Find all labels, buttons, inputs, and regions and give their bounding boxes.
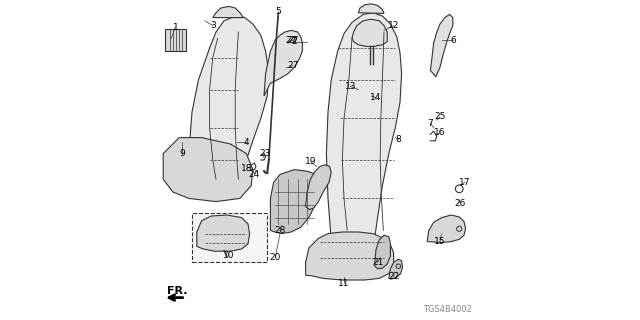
- Text: 18: 18: [241, 164, 253, 172]
- Polygon shape: [270, 170, 320, 234]
- Text: 21: 21: [372, 258, 383, 267]
- Polygon shape: [189, 16, 269, 186]
- Text: 24: 24: [249, 170, 260, 179]
- FancyBboxPatch shape: [192, 213, 268, 262]
- Text: 10: 10: [223, 252, 234, 260]
- Text: 26: 26: [454, 199, 466, 208]
- Text: 11: 11: [339, 279, 349, 288]
- Polygon shape: [430, 14, 453, 77]
- Polygon shape: [388, 259, 403, 279]
- Text: 9: 9: [180, 149, 185, 158]
- Text: 23: 23: [259, 149, 271, 158]
- Text: 16: 16: [435, 128, 445, 137]
- Polygon shape: [212, 6, 243, 18]
- Polygon shape: [358, 4, 384, 13]
- Polygon shape: [374, 235, 390, 269]
- Polygon shape: [306, 165, 332, 210]
- Text: 8: 8: [396, 135, 401, 144]
- Text: 22: 22: [388, 272, 399, 281]
- Text: 14: 14: [371, 93, 381, 102]
- Text: FR.: FR.: [167, 286, 188, 296]
- Text: 27: 27: [287, 36, 298, 44]
- Polygon shape: [197, 215, 250, 251]
- Text: 5: 5: [276, 7, 281, 16]
- Polygon shape: [428, 215, 466, 243]
- Text: 27: 27: [287, 61, 298, 70]
- Text: 7: 7: [428, 119, 433, 128]
- Text: 2: 2: [292, 37, 297, 46]
- Text: 6: 6: [450, 36, 456, 44]
- Text: 28: 28: [275, 226, 285, 235]
- FancyBboxPatch shape: [362, 24, 378, 35]
- Polygon shape: [264, 30, 302, 96]
- Text: 12: 12: [388, 21, 399, 30]
- Text: 15: 15: [435, 237, 445, 246]
- Text: 27: 27: [285, 36, 297, 44]
- Text: 20: 20: [269, 253, 281, 262]
- Text: 13: 13: [345, 82, 356, 91]
- Polygon shape: [326, 13, 402, 240]
- Polygon shape: [352, 19, 387, 46]
- Polygon shape: [306, 232, 394, 280]
- Text: 1: 1: [173, 23, 178, 32]
- Text: 3: 3: [210, 21, 216, 30]
- Text: 25: 25: [435, 112, 445, 121]
- Text: 4: 4: [244, 138, 249, 147]
- Text: 19: 19: [305, 157, 316, 166]
- Text: TGS4B4002: TGS4B4002: [423, 305, 472, 314]
- Polygon shape: [163, 138, 253, 202]
- Text: 17: 17: [459, 178, 470, 187]
- FancyBboxPatch shape: [165, 29, 186, 51]
